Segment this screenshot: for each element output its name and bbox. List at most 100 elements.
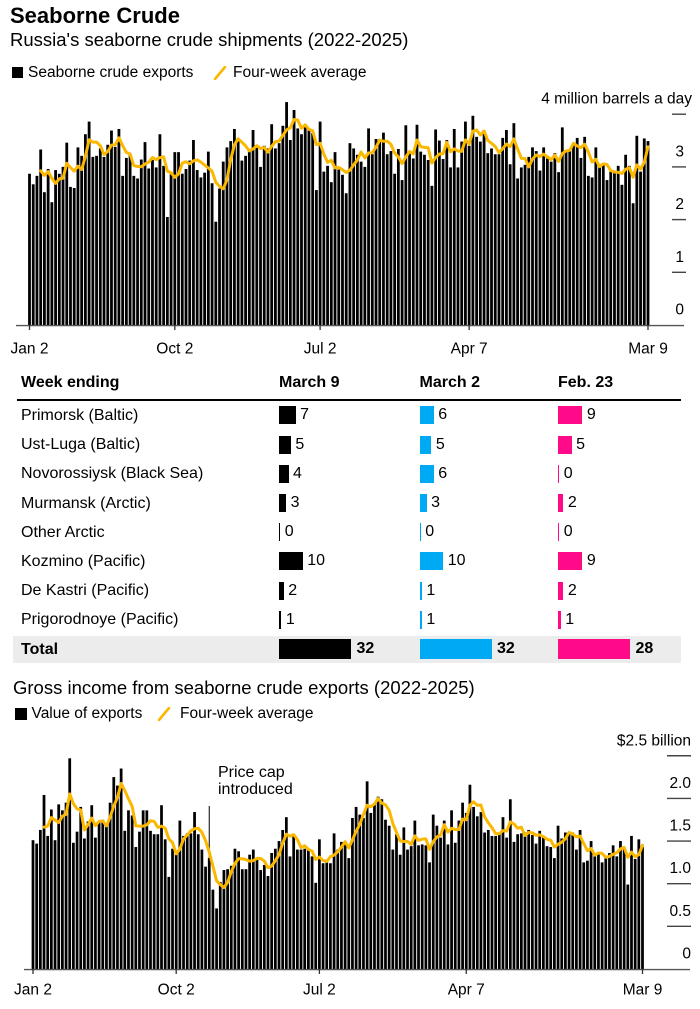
bar — [143, 142, 147, 325]
value-label: 10 — [307, 552, 326, 570]
bar — [61, 810, 64, 969]
bar — [384, 819, 387, 969]
value-label: 4 — [293, 464, 302, 482]
port-name: Novorossiysk (Black Sea) — [21, 465, 204, 483]
bar — [343, 841, 347, 969]
bar — [318, 839, 321, 969]
value-label: 1 — [565, 610, 575, 628]
bar — [460, 141, 464, 325]
bar — [589, 841, 593, 969]
income-chart-title: Gross income from seaborne crude exports… — [13, 677, 475, 698]
bar — [69, 186, 72, 325]
value-bar — [419, 494, 427, 513]
bar — [380, 799, 384, 969]
bar — [277, 841, 281, 969]
bar — [578, 829, 582, 969]
bar — [464, 812, 468, 969]
bar — [435, 825, 439, 969]
bar — [358, 814, 362, 969]
value-label: 5 — [295, 435, 305, 453]
bar — [564, 832, 567, 969]
y-tick-label: 2 — [675, 196, 684, 213]
cell-col-1: 2 — [279, 576, 297, 605]
table-header-col-3: Feb. 23 — [558, 374, 614, 391]
value-bar — [558, 523, 560, 542]
bar — [46, 835, 50, 969]
bar — [549, 847, 553, 969]
bar — [560, 838, 564, 969]
four-week-average-line — [39, 117, 650, 191]
bar — [556, 825, 560, 969]
bar — [534, 843, 538, 969]
bar — [255, 147, 259, 325]
bar — [387, 825, 391, 969]
bar — [300, 134, 303, 325]
bar — [273, 848, 277, 969]
bar — [598, 165, 601, 325]
x-tick-label: Jan 2 — [11, 341, 49, 358]
bar — [174, 850, 178, 969]
value-bar — [558, 552, 583, 571]
bar — [134, 847, 138, 969]
port-name: Murmansk (Arctic) — [21, 494, 151, 512]
value-label: 10 — [447, 552, 466, 570]
bar — [171, 848, 174, 969]
table-row: Kozmino (Pacific) 10 10 9 — [0, 547, 700, 576]
bar — [420, 844, 424, 969]
bar — [76, 147, 80, 325]
cell-col-3: 9 — [558, 401, 596, 430]
bar — [512, 841, 516, 969]
bar — [616, 165, 620, 325]
bar — [534, 151, 538, 325]
bar — [94, 837, 97, 969]
bar — [160, 805, 163, 969]
bar — [445, 140, 449, 325]
y-tick-label: 1.5 — [669, 818, 691, 835]
bar — [382, 132, 385, 325]
bar — [393, 173, 397, 325]
value-label: 9 — [586, 552, 596, 570]
bar — [127, 810, 130, 969]
bar — [43, 192, 46, 325]
bar — [196, 834, 200, 969]
bar — [154, 167, 158, 325]
value-label: 5 — [435, 435, 445, 453]
bar — [348, 143, 352, 325]
bar — [354, 806, 358, 969]
y-tick-label: 1 — [675, 249, 684, 266]
bar — [582, 862, 586, 970]
total-value: 32 — [497, 640, 515, 657]
bar — [367, 128, 370, 325]
value-bar — [558, 464, 560, 483]
bar — [102, 156, 106, 325]
x-tick-label: Apr 7 — [448, 982, 485, 999]
bar — [549, 161, 553, 325]
y-tick-label: $2.5 billion — [617, 732, 691, 749]
bar — [340, 841, 343, 969]
bar — [482, 130, 486, 325]
income-chart: 0 0.5 1.0 1.5 2.0 $2.5 billion Jan 2 Oct 2 Jul 2… — [14, 732, 691, 999]
bar — [608, 852, 611, 969]
bar — [355, 154, 359, 325]
bar — [259, 870, 263, 969]
bar — [193, 812, 196, 969]
bar — [128, 153, 132, 325]
cell-col-2: 0 — [419, 518, 434, 547]
bar — [369, 812, 373, 969]
total-col-1: 32 — [279, 636, 374, 663]
table-row: Other Arctic 0 0 0 — [0, 518, 700, 547]
bar — [184, 169, 188, 325]
value-label: 1 — [285, 610, 295, 628]
bar — [87, 121, 91, 325]
bar — [396, 148, 400, 325]
bar — [177, 152, 180, 325]
bar — [593, 856, 597, 969]
bar — [266, 876, 270, 969]
bar — [464, 121, 467, 325]
bar — [151, 160, 154, 325]
value-bar — [419, 581, 422, 600]
bar — [326, 165, 329, 325]
x-tick-label: Oct 2 — [156, 341, 193, 358]
line-series-swatch-icon — [157, 707, 171, 721]
bar — [512, 123, 516, 325]
